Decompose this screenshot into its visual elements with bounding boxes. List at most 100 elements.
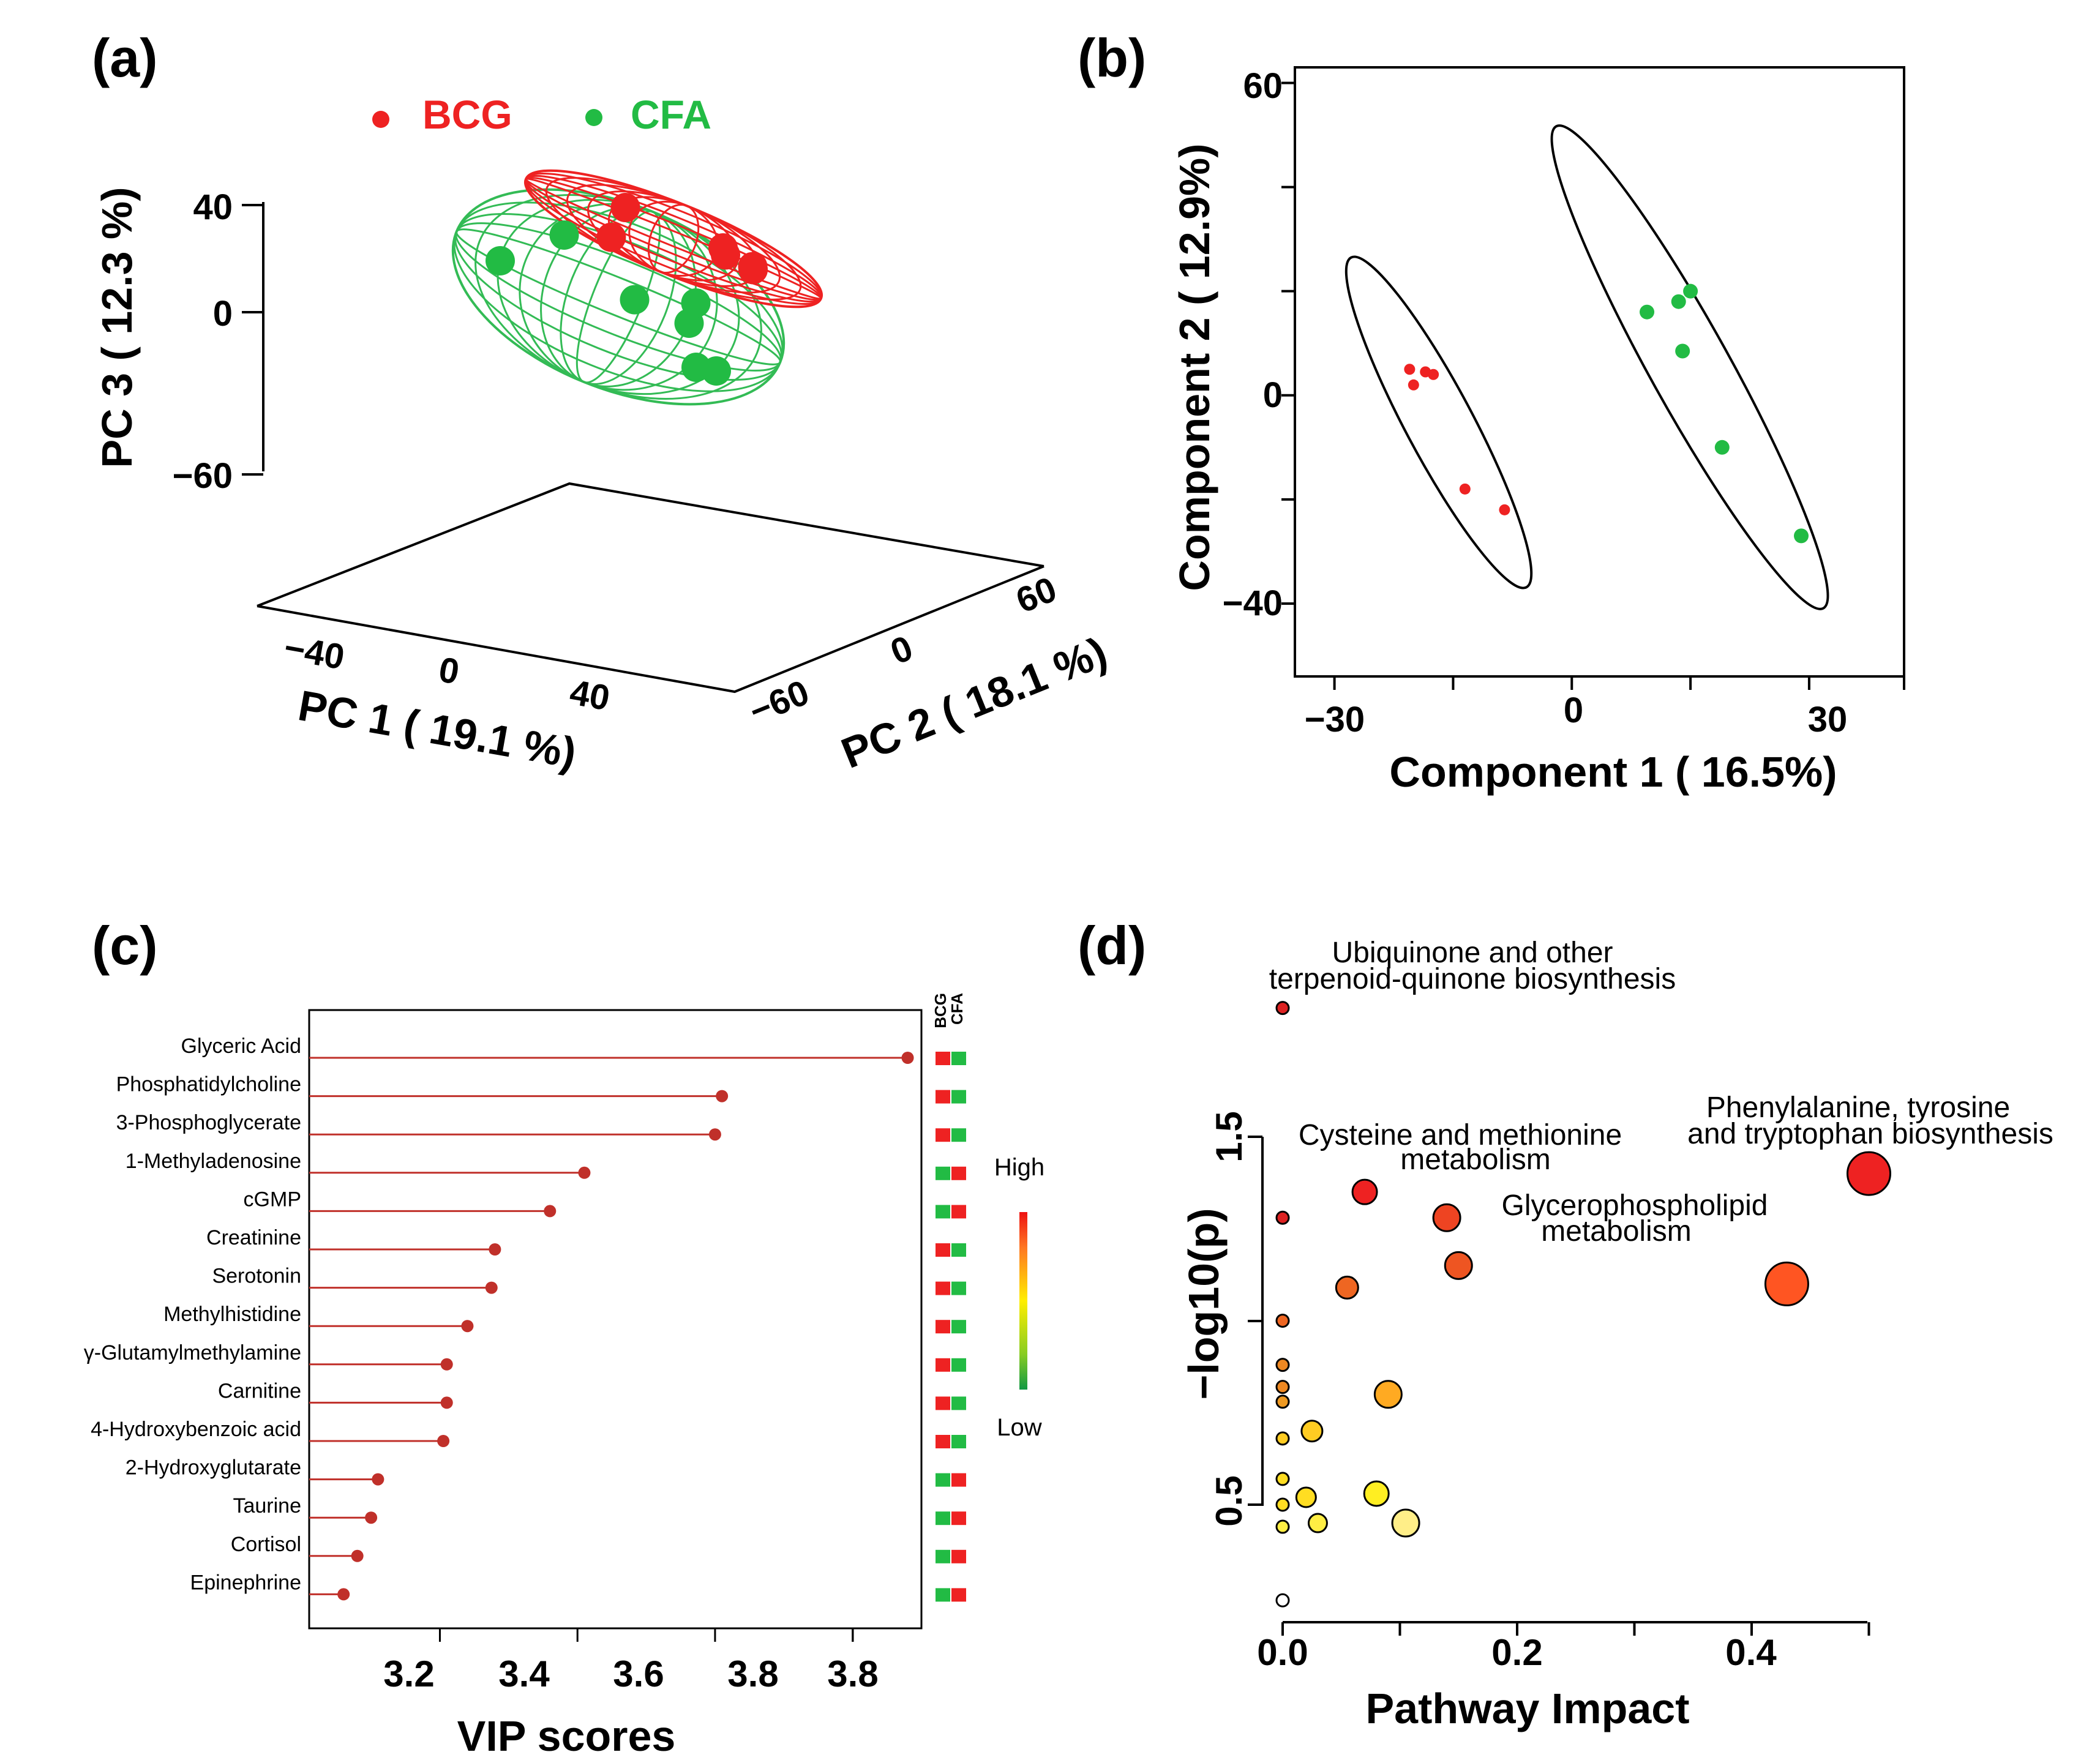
z-axis-label: PC 3 ( 12.3 %)	[93, 187, 141, 468]
heat-cell-bcg	[936, 1052, 950, 1065]
x-axis-label: Component 1 ( 16.5%)	[1389, 748, 1837, 796]
colorbar-high-label: High	[994, 1154, 1044, 1181]
legend-cfa-label: CFA	[631, 92, 711, 137]
x-axis-label: Pathway Impact	[1365, 1685, 1689, 1732]
legend-bcg-marker	[372, 111, 389, 128]
vip-dot	[485, 1281, 498, 1294]
vip-lollipops	[309, 1052, 914, 1601]
pathway-bubble	[1275, 1593, 1290, 1608]
y-tick-label: 0	[1263, 375, 1283, 415]
heat-cell-bcg	[936, 1511, 950, 1525]
annotation-phenylalanine-line2: and tryptophan biosynthesis	[1687, 1118, 2053, 1150]
floor-back-edge	[257, 482, 1044, 607]
heat-cell-cfa	[951, 1396, 966, 1410]
point-cfa	[1671, 294, 1686, 309]
x-tick-label: 30	[1808, 700, 1848, 739]
annotation-phenylalanine-line1: Phenylalanine, tyrosine	[1706, 1091, 2010, 1124]
point-bcg	[738, 255, 768, 285]
panel-a-label: (a)	[92, 28, 158, 88]
x-tick-label: 0.4	[1725, 1632, 1777, 1673]
z-tick-label: 0	[213, 294, 233, 334]
mesh-parallel	[453, 201, 784, 392]
heat-cell-bcg	[936, 1243, 950, 1257]
point-bcg	[1404, 364, 1416, 375]
vip-dot	[578, 1166, 591, 1179]
heat-cell-bcg	[936, 1166, 950, 1180]
plot-frame	[308, 1009, 923, 1630]
heatmap-header-cfa: CFA	[948, 993, 966, 1025]
panel-b-plsda: (b) −30 0 30 60 0 −40 Component 1 ( 16.5…	[1078, 28, 1905, 796]
heat-cell-cfa	[951, 1320, 966, 1334]
vip-dot	[351, 1549, 364, 1562]
metabolite-label: Serotonin	[212, 1265, 301, 1288]
pathway-bubble	[1335, 1275, 1359, 1300]
panel-a-3d-pca: (a) BCG CFA 40 0 −60 PC 3 ( 12.3 %) −40 …	[92, 28, 1113, 777]
pathway-bubble	[1275, 1001, 1290, 1016]
x-tick-label: 3.8	[827, 1653, 878, 1694]
pathway-bubble	[1275, 1519, 1290, 1534]
y-axis-label: Component 2 ( 12.9%)	[1171, 143, 1218, 591]
legend-bcg-label: BCG	[422, 92, 512, 137]
heat-cell-cfa	[951, 1358, 966, 1372]
x-ticks	[438, 1628, 854, 1642]
y-tick-label: 60	[1243, 66, 1283, 106]
heat-cell-bcg	[936, 1358, 950, 1372]
heat-cell-cfa	[951, 1281, 966, 1295]
heat-cell-bcg	[936, 1090, 950, 1104]
panel-d-label: (d)	[1078, 915, 1146, 976]
pathway-bubble	[1444, 1251, 1473, 1280]
pathway-bubble	[1275, 1314, 1290, 1328]
heat-cell-bcg	[936, 1128, 950, 1142]
colorbar	[1019, 1212, 1027, 1390]
x-axis-label: VIP scores	[457, 1712, 676, 1760]
x-tick-label: 0.2	[1491, 1632, 1542, 1673]
heat-cell-cfa	[951, 1588, 966, 1602]
heat-cell-cfa	[951, 1052, 966, 1065]
heat-cell-bcg	[936, 1320, 950, 1334]
metabolite-label: Taurine	[233, 1494, 301, 1518]
heat-cell-cfa	[951, 1473, 966, 1487]
x-tick-label: 0.0	[1257, 1632, 1308, 1673]
z-tick-label: 40	[193, 187, 233, 227]
heatmap-header-bcg: BCG	[931, 993, 950, 1028]
heat-cell-bcg	[936, 1435, 950, 1448]
annotation-cysteine-line1: Cysteine and methionine	[1299, 1119, 1622, 1151]
cfa-confidence-ellipse	[1550, 124, 1829, 610]
point-bcg	[1428, 369, 1439, 380]
pathway-bubble	[1275, 1497, 1290, 1512]
vip-dot	[437, 1435, 450, 1447]
annotation-cysteine-line2: metabolism	[1400, 1144, 1550, 1176]
point-cfa	[486, 246, 515, 275]
x-tick-label: 3.4	[498, 1653, 550, 1694]
y-axis-label: −log10(p)	[1180, 1208, 1228, 1399]
vip-dot	[489, 1243, 501, 1256]
pathway-bubble	[1275, 1210, 1290, 1225]
annotation-glycero-line1: Glycerophospholipid	[1502, 1189, 1768, 1222]
x-tick-label: 0	[1564, 691, 1583, 730]
pathway-bubble	[1432, 1203, 1461, 1232]
metabolite-label: 4-Hydroxybenzoic acid	[91, 1418, 301, 1441]
panel-d-pathway: (d) 1.5 0.5 −log10(p) 0.0 0.2 0.4 Pathwa…	[1078, 915, 2053, 1732]
heat-cell-bcg	[936, 1281, 950, 1295]
metabolite-label: Epinephrine	[190, 1571, 301, 1594]
heat-cell-cfa	[951, 1549, 966, 1563]
heat-cell-cfa	[951, 1205, 966, 1219]
heat-cell-cfa	[951, 1435, 966, 1448]
vip-dot	[372, 1473, 384, 1486]
metabolite-label: Creatinine	[206, 1226, 301, 1249]
annotation-ubiquinone-line2: terpenoid-quinone biosynthesis	[1269, 963, 1676, 995]
x-tick-label: 3.2	[383, 1653, 434, 1694]
pathway-bubble	[1307, 1513, 1328, 1533]
point-cfa	[620, 285, 650, 315]
x-tick-label: −30	[1305, 700, 1365, 739]
metabolite-label: Phosphatidylcholine	[116, 1073, 301, 1096]
heat-cell-cfa	[951, 1090, 966, 1104]
heat-cell-cfa	[951, 1243, 966, 1257]
metabolite-label: cGMP	[244, 1188, 301, 1211]
metabolite-label: 3-Phosphoglycerate	[116, 1111, 301, 1134]
pathway-bubble	[1351, 1178, 1378, 1205]
heat-cell-cfa	[951, 1511, 966, 1525]
annotation-glycero-line2: metabolism	[1541, 1215, 1691, 1248]
x-tick-label: 3.6	[613, 1653, 664, 1694]
plot-frame	[1294, 66, 1905, 678]
